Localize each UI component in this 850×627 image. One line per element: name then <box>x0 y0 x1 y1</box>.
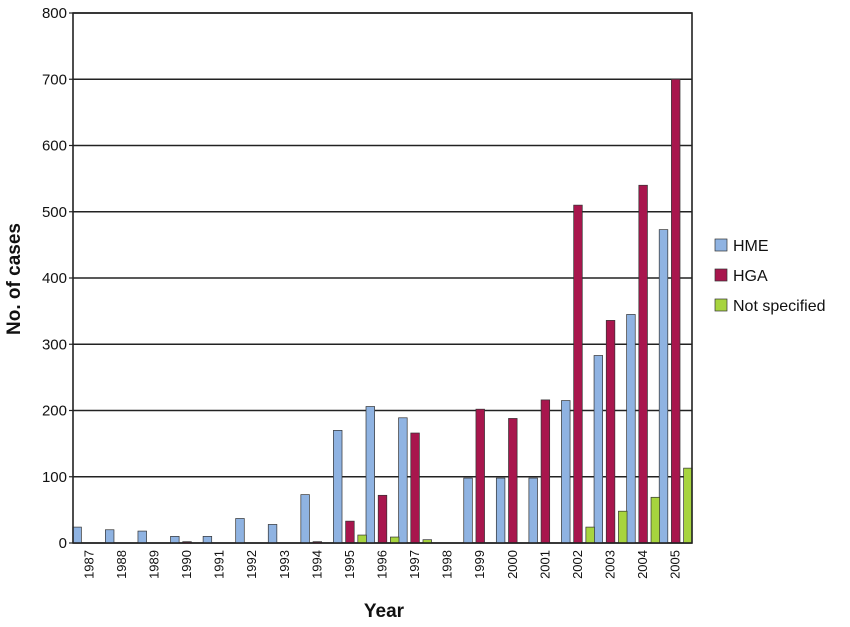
bar-hme-1995 <box>333 430 343 544</box>
bar-not-specified-1995 <box>357 534 367 544</box>
x-tick-label-1991: 1991 <box>212 550 227 579</box>
legend-swatch-not-specified <box>714 298 728 312</box>
legend-label-not-specified: Not specified <box>733 298 826 315</box>
y-tick-label-100: 100 <box>42 469 67 486</box>
y-tick-label-500: 500 <box>42 204 67 221</box>
x-tick-label-1987: 1987 <box>81 550 96 579</box>
legend-swatch-hme <box>714 238 728 252</box>
y-tick-label-700: 700 <box>42 71 67 88</box>
x-tick-label-1988: 1988 <box>114 550 129 579</box>
bar-hme-2000 <box>495 477 506 544</box>
bar-hga-2001 <box>540 399 551 544</box>
bar-hme-1989 <box>137 530 147 544</box>
bar-hga-2002 <box>573 204 583 544</box>
x-tick-label-2004: 2004 <box>635 550 650 579</box>
x-tick-labels: 1987 1988 1989 1990 1991 1992 1993 1994 1995 1996… <box>81 550 682 579</box>
bar-hme-1988 <box>105 529 115 544</box>
x-tick-label-2002: 2002 <box>570 550 585 579</box>
legend: HME HGA Not specified <box>714 238 826 315</box>
bar-hga-2000 <box>508 418 518 544</box>
bar-hme-1993 <box>267 524 278 544</box>
y-tick-label-200: 200 <box>42 403 67 420</box>
y-tick-label-800: 800 <box>42 5 67 22</box>
bar-hme-2005 <box>658 229 669 544</box>
y-tick-label-300: 300 <box>42 336 67 353</box>
legend-swatch-hga <box>714 268 728 282</box>
bar-not-specified-2003 <box>618 510 628 544</box>
bars <box>72 78 693 544</box>
bar-hme-1997 <box>398 417 408 544</box>
bar-not-specified-2005 <box>683 467 693 544</box>
bar-not-specified-2004 <box>650 496 660 544</box>
bar-hga-2004 <box>638 184 648 544</box>
y-tick-labels: 0 100 200 300 400 500 600 700 800 <box>42 5 73 552</box>
bar-hme-2002 <box>561 400 571 544</box>
bar-hme-1999 <box>463 477 473 544</box>
bar-hga-1997 <box>410 432 420 544</box>
x-tick-label-2005: 2005 <box>668 550 683 579</box>
bar-hme-1996 <box>365 406 375 544</box>
bar-hga-1995 <box>345 520 355 544</box>
y-axis-title: No. of cases <box>4 223 25 335</box>
x-tick-label-2003: 2003 <box>603 550 618 579</box>
y-tick-label-400: 400 <box>42 270 67 287</box>
x-tick-label-1992: 1992 <box>244 550 259 579</box>
bar-not-specified-1996 <box>390 536 400 544</box>
x-tick-label-2001: 2001 <box>537 550 552 579</box>
x-tick-label-1993: 1993 <box>277 550 292 579</box>
legend-label-hme: HME <box>733 238 769 255</box>
bar-hme-1987 <box>72 526 82 544</box>
bar-hga-1999 <box>475 408 485 544</box>
x-tick-label-1989: 1989 <box>146 550 161 579</box>
x-tick-label-1996: 1996 <box>375 550 390 579</box>
bar-hga-1996 <box>377 494 388 544</box>
bar-hme-2004 <box>626 314 636 544</box>
legend-label-hga: HGA <box>733 268 768 285</box>
x-tick-label-1995: 1995 <box>342 550 357 579</box>
bar-not-specified-2002 <box>585 526 595 544</box>
x-tick-label-1990: 1990 <box>179 550 194 579</box>
bar-hga-2005 <box>671 78 681 544</box>
x-tick-label-1999: 1999 <box>472 550 487 579</box>
bar-hme-2003 <box>593 355 603 544</box>
y-tick-label-0: 0 <box>59 535 67 552</box>
bar-hme-1992 <box>235 518 245 544</box>
x-axis-title: Year <box>364 601 405 622</box>
bar-hme-1991 <box>202 536 213 544</box>
bar-hme-1994 <box>300 494 310 544</box>
x-tick-label-1994: 1994 <box>309 550 324 579</box>
x-tick-label-2000: 2000 <box>505 550 520 579</box>
x-tick-label-1998: 1998 <box>440 550 455 579</box>
x-tick-label-1997: 1997 <box>407 550 422 579</box>
y-tick-label-600: 600 <box>42 138 67 155</box>
bar-hga-2003 <box>605 320 616 544</box>
bar-hme-1990 <box>170 536 180 544</box>
bar-hme-2001 <box>528 477 538 544</box>
